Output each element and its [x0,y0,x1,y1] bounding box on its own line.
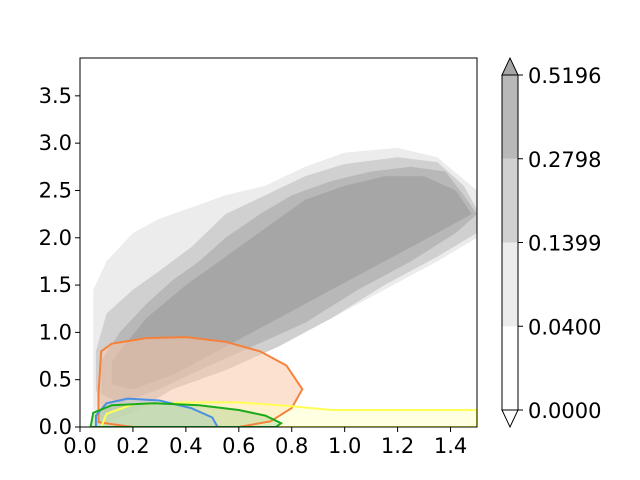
colorbar-band [502,326,518,410]
series-fill-3 [90,403,282,427]
colorbar-tick-label: 0.0400 [528,315,601,339]
y-tick-label: 3.5 [39,84,72,108]
y-tick-label: 3.0 [39,131,72,155]
series-line-3 [89,402,284,427]
colorbar-tick-label: 0.5196 [528,64,601,88]
colorbar-band [502,242,518,327]
colorbar-extend-high [501,56,519,76]
y-tick-label: 2.5 [39,178,72,202]
colorbar-tick-label: 0.2798 [528,148,601,172]
colorbar-tick-label: 0.1399 [528,232,601,256]
y-tick-label: 0.0 [39,415,72,439]
series-line-2 [94,397,219,427]
colorbar-band [502,158,518,243]
x-axis: 0.0 0.2 0.4 0.6 0.8 1.0 1.2 1.4 [63,427,467,458]
colorbar-band [502,75,518,159]
x-tick-label: 0.2 [116,434,149,458]
y-tick-label: 0.5 [39,368,72,392]
series-line-0 [97,336,304,427]
plot-frame [79,57,478,428]
y-tick-label: 1.5 [39,273,72,297]
series-contours [89,336,477,427]
x-tick-label: 0.6 [222,434,255,458]
y-tick-label: 2.0 [39,226,72,250]
series-line-1 [100,401,477,427]
series-fill-1 [101,402,477,427]
y-axis: 0.0 0.5 1.0 1.5 2.0 2.5 3.0 3.5 [39,84,80,439]
x-tick-label: 1.0 [328,434,361,458]
colorbar-extend-low [501,409,519,429]
y-tick-label: 1.0 [39,320,72,344]
density-level-3 [111,176,472,390]
x-tick-label: 1.4 [434,434,467,458]
x-tick-label: 0.4 [169,434,202,458]
x-tick-label: 0.8 [275,434,308,458]
x-tick-label: 1.2 [381,434,414,458]
x-tick-label: 0.0 [63,434,96,458]
colorbar: 0.0000 0.0400 0.1399 0.2798 0.5196 [501,56,601,429]
colorbar-tick-label: 0.0000 [528,399,601,423]
